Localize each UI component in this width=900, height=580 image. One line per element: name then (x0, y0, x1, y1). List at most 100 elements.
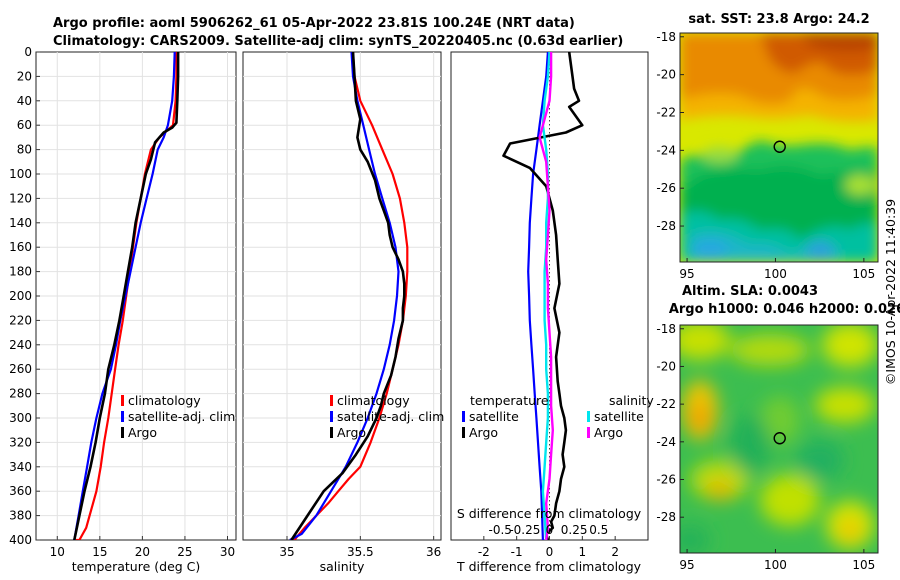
legend-swatch (330, 427, 333, 438)
legend-swatch (587, 411, 590, 422)
series-argo (73, 52, 180, 540)
depth-axis: 0 20 40 60 80 100 120 140 160 180 200 220 240 260 280 3… (9, 45, 40, 547)
series-salinity-argo (538, 52, 554, 540)
difference-axis: -2 -1 0 1 2 (478, 536, 619, 559)
s-tick-label: 0.5 (589, 523, 608, 537)
legend-label: Argo (337, 425, 366, 440)
depth-tick-label: 20 (17, 69, 32, 83)
legend-label: climatology (337, 393, 410, 408)
temperature-series (73, 52, 180, 540)
chart-title-line2: Climatology: CARS2009. Satellite-adj cli… (53, 34, 623, 49)
lon-tick-label: 95 (679, 267, 694, 281)
series-satellite-adj-clim (289, 52, 400, 540)
legend-label: satellite (469, 409, 519, 424)
depth-tick-label: 320 (9, 435, 32, 449)
x-tick-label: 35 (279, 545, 294, 559)
legend-label: Argo (128, 425, 157, 440)
s-difference-label: S difference from climatology (457, 506, 642, 521)
depth-tick-label: 340 (9, 460, 32, 474)
lat-tick-label: -22 (656, 397, 676, 411)
lat-tick-label: -28 (656, 510, 676, 524)
legend-swatch (462, 427, 465, 438)
depth-tick-label: 120 (9, 191, 32, 205)
credit: ©IMOS 10-Apr-2022 11:40:39 (883, 199, 898, 385)
s-tick-label: 0.25 (561, 523, 588, 537)
lat-tick-label: -24 (656, 143, 676, 157)
x-tick-label: 1 (579, 545, 587, 559)
depth-tick-label: 380 (9, 509, 32, 523)
legend-label: satellite-adj. clim (128, 409, 235, 424)
depth-tick-label: 160 (9, 240, 32, 254)
legend-label: satellite-adj. clim (337, 409, 444, 424)
depth-tick-label: 260 (9, 362, 32, 376)
difference-series (502, 52, 584, 540)
depth-tick-label: 400 (9, 533, 32, 547)
x-tick-label: 25 (177, 545, 192, 559)
x-tick-label: 10 (50, 545, 65, 559)
legend-swatch (121, 395, 124, 406)
temperature-grid (36, 52, 236, 540)
sla-field (680, 325, 878, 553)
depth-tick-label: 100 (9, 167, 32, 181)
sst-map-panel: sat. SST: 23.8 Argo: 24.2 95 100 105 -18 -20… (656, 12, 879, 281)
series-argo (290, 52, 406, 540)
salinity-panel: 35 35.5 36 salinity climatologysatellite-a… (242, 51, 444, 574)
legend-label: satellite (594, 409, 644, 424)
depth-tick-label: 140 (9, 216, 32, 230)
legend-title-salinity: salinity (609, 393, 654, 408)
depth-tick-label: 0 (24, 45, 32, 59)
series-temperature-argo (502, 52, 584, 540)
depth-tick-label: 280 (9, 387, 32, 401)
x-tick-label: 36 (426, 545, 441, 559)
temperature-xlabel: temperature (deg C) (72, 559, 201, 574)
x-tick-label: 35.5 (347, 545, 374, 559)
sst-map-title: sat. SST: 23.8 Argo: 24.2 (688, 12, 869, 27)
s-tick-label: -0.25 (509, 523, 540, 537)
argo-location-marker (773, 432, 786, 445)
salinity-series (289, 52, 409, 540)
depth-tick-label: 240 (9, 338, 32, 352)
lat-tick-label: -20 (656, 68, 676, 82)
salinity-xlabel: salinity (320, 559, 365, 574)
difference-panel: -2 -1 0 1 2 S difference from climatology -0… (450, 51, 654, 574)
sla-map-title: Altim. SLA: 0.0043 (682, 284, 818, 299)
lat-tick-label: -22 (656, 105, 676, 119)
legend-swatch (121, 427, 124, 438)
x-tick-label: -1 (511, 545, 523, 559)
depth-tick-label: 360 (9, 484, 32, 498)
difference-legend: temperature salinitysatelliteArgosatellit… (462, 393, 654, 440)
legend-swatch (330, 395, 333, 406)
s-tick-label: 0 (546, 523, 554, 537)
legend-swatch (121, 411, 124, 422)
depth-tick-label: 80 (17, 143, 32, 157)
sla-map-subtitle: Argo h1000: 0.046 h2000: 0.026 (669, 302, 900, 317)
legend-swatch (587, 427, 590, 438)
legend-label: Argo (469, 425, 498, 440)
lat-tick-label: -24 (656, 435, 676, 449)
series-salinity-satellite (541, 52, 551, 540)
temperature-axis: 10 15 20 25 30 (50, 536, 235, 559)
x-tick-label: -2 (478, 545, 490, 559)
depth-tick-label: 60 (17, 118, 32, 132)
x-tick-label: 15 (92, 545, 107, 559)
depth-tick-label: 300 (9, 411, 32, 425)
lon-tick-label: 105 (852, 267, 875, 281)
x-tick-label: 30 (220, 545, 235, 559)
lat-tick-label: -18 (656, 30, 676, 44)
x-tick-label: 20 (135, 545, 150, 559)
lon-tick-label: 100 (764, 558, 787, 572)
series-temperature-satellite (527, 52, 549, 540)
sst-field (680, 33, 878, 262)
sst-map-axes: 95 100 105 -18 -20 -22 -24 -26 -28 (656, 30, 875, 281)
legend-swatch (462, 411, 465, 422)
x-tick-label: 2 (611, 545, 619, 559)
salinity-grid (243, 52, 441, 540)
depth-tick-label: 40 (17, 94, 32, 108)
legend-swatch (330, 411, 333, 422)
salinity-axis: 35 35.5 36 (279, 536, 441, 559)
lon-tick-label: 105 (852, 558, 875, 572)
lon-tick-label: 100 (764, 267, 787, 281)
sla-map-panel: Altim. SLA: 0.0043 Argo h1000: 0.046 h20… (656, 284, 900, 572)
